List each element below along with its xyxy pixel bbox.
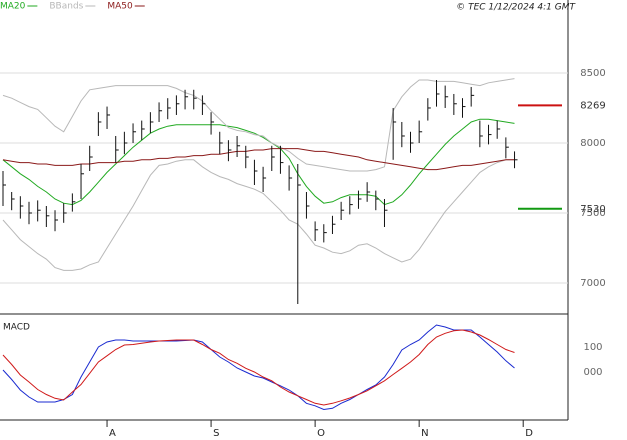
legend-label: MA20 (0, 2, 26, 12)
level-label: 7530 (580, 204, 605, 215)
indicator-line (2, 159, 515, 271)
x-tick-label: O (317, 428, 325, 439)
indicator-line (2, 78, 515, 172)
y-tick-label: 000 (583, 367, 602, 378)
panel-title: MACD (3, 323, 30, 333)
indicator-line (2, 148, 515, 171)
macd-line (2, 324, 515, 411)
x-tick-label: S (213, 428, 219, 439)
legend-label: MA50 (107, 2, 133, 12)
header: © TEC 1/12/2024 4:1 GMT (456, 3, 576, 13)
level-label: 8269 (580, 100, 605, 111)
x-tick-label: N (421, 428, 428, 439)
x-tick-label: A (109, 428, 116, 439)
macd-line (2, 329, 515, 406)
y-tick-label: 7500 (580, 208, 605, 219)
y-tick-label: 8000 (580, 138, 605, 149)
legend-label: BBands (49, 2, 83, 12)
x-tick-label: D (525, 428, 533, 439)
y-tick-label: 100 (583, 342, 602, 353)
y-tick-label: 7000 (580, 278, 605, 289)
y-tick-label: 8500 (580, 68, 605, 79)
